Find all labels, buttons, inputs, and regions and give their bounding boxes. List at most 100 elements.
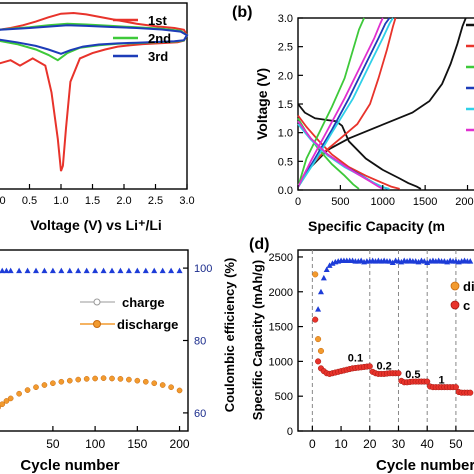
panel-c-legend-discharge-marker	[93, 320, 101, 328]
panel-c-discharge-point	[109, 375, 115, 382]
panel-d-charge-point	[312, 316, 319, 323]
panel-d-blue-triangle-point	[317, 288, 324, 295]
panel-d-y-tick-label: 1000	[269, 356, 293, 368]
panel-b-x-tick-label: 0	[295, 196, 301, 208]
panel-c-x-tick-label: 150	[127, 437, 147, 451]
panel-c-discharge-point	[134, 377, 141, 384]
panel-d-blue-triangle-point	[320, 274, 327, 281]
panel-c-efficiency-point	[134, 267, 141, 274]
panel-d-blue-triangle-point	[467, 258, 474, 264]
panel-a-x-tick-label: 0.0	[0, 195, 6, 207]
panel-d-discharge-point	[315, 336, 322, 343]
panel-d-rate-label: 1	[438, 375, 444, 387]
panel-a-x-tick-label: 1.5	[85, 195, 100, 207]
panel-b-charge-discharge-curves: 0 500 1000 1500 2000 0.0 0.5 1.0 1.5 2.0 2.5 3.0 (b…	[232, 4, 474, 234]
panel-d-blue-triangle-point	[326, 262, 333, 268]
panel-c-efficiency-point	[58, 267, 65, 274]
panel-a-legend-label-3: 3rd	[148, 49, 168, 64]
panel-c-discharge-point	[0, 405, 1, 410]
panel-c-efficiency-point	[109, 267, 115, 274]
panel-c-legend-charge-label: charge	[122, 295, 165, 310]
panel-b-y-tick-label: 1.0	[278, 128, 293, 140]
panel-b-curve-2	[297, 17, 467, 188]
panel-d-legend-discharge-marker	[450, 281, 460, 291]
panel-c-discharge-point	[24, 387, 31, 393]
panel-d-x-tick-label: 10	[334, 437, 348, 451]
panel-d-legend-charge-label: c	[463, 298, 470, 313]
panel-c-efficiency-point	[24, 267, 31, 274]
panel-a-series-3-line	[0, 24, 189, 55]
panel-b-y-axis-label: Voltage (V)	[254, 68, 270, 140]
panel-b-x-tick-label: 2000	[455, 196, 474, 208]
panel-d-y-tick-label: 0	[287, 426, 293, 438]
panel-c-efficiency-point	[7, 267, 14, 274]
panel-d-blue-triangle-point	[315, 306, 322, 312]
panel-d-y-tick-label: 1500	[269, 322, 293, 334]
panel-d-blue-triangle-point	[424, 259, 431, 266]
panel-c-discharge-point	[117, 376, 124, 382]
panel-c-discharge-point	[58, 378, 65, 385]
panel-b-curve-8	[297, 17, 391, 188]
panel-d-rate-label: 0.2	[376, 361, 391, 373]
panel-b-curve-12	[297, 17, 384, 188]
panel-c-legend: charge discharge	[80, 295, 178, 332]
panel-d-charge-point	[315, 358, 322, 365]
panel-d-letter: (d)	[249, 236, 269, 253]
panel-d-blue-triangle-point	[329, 260, 336, 266]
panel-c-efficiency-point	[168, 267, 175, 274]
panel-c-discharge-point	[126, 376, 132, 383]
panel-a-series-1-line	[0, 11, 189, 172]
panel-d-discharge-point	[312, 271, 319, 278]
panel-c-x-axis-label: Cycle number	[20, 457, 119, 474]
panel-c-efficiency-point	[66, 267, 73, 274]
panel-b-y-tick-label: 2.0	[278, 70, 293, 82]
panel-c-discharge-point	[92, 375, 98, 382]
panel-d-charge-point	[366, 363, 373, 370]
panel-c-discharge-point	[142, 378, 149, 385]
panel-c-discharge-point	[3, 398, 10, 404]
panel-d-frame	[297, 249, 474, 432]
panel-b-y-tick-label: 1.5	[278, 99, 293, 111]
panel-c-discharge-point	[168, 384, 174, 391]
panel-b-y-tick-label: 3.0	[278, 13, 293, 25]
panel-c-discharge-point	[100, 375, 107, 381]
panel-c-discharge-point	[66, 377, 73, 384]
panel-b-x-tick-label: 1000	[371, 196, 395, 208]
panel-d-discharge-point	[317, 347, 325, 354]
panel-d-y-tick-label: 500	[275, 391, 293, 403]
panel-c-efficiency-point	[142, 267, 149, 274]
panel-d-rate-label: 0.1	[348, 352, 363, 364]
panel-c-efficiency-point	[92, 267, 99, 274]
panel-d-legend: di c	[450, 279, 474, 313]
panel-c-discharge-point	[83, 376, 90, 382]
panel-b-curve-6	[297, 17, 365, 188]
panel-d-legend-charge-marker	[450, 300, 460, 310]
panel-c-efficiency-point	[176, 267, 183, 274]
panel-c-efficiency-point	[33, 267, 39, 274]
panel-c-discharge-point	[151, 380, 158, 387]
panel-d-blue-triangle-point	[389, 259, 396, 266]
panel-d-x-tick-label: 30	[392, 437, 406, 451]
panel-c-efficiency-point	[16, 267, 23, 274]
panel-d-blue-triangle-point	[415, 258, 422, 265]
panel-a-x-tick-label: 2.5	[148, 195, 163, 207]
panel-b-curve-3	[297, 114, 400, 190]
panel-d-rate-label: 0.5	[405, 369, 420, 381]
panel-d-x-tick-label: 40	[421, 437, 435, 451]
panel-d-y-axis-label: Specific Capacity (mAh/g)	[250, 260, 265, 420]
panel-c-discharge-point	[16, 390, 22, 397]
panel-b-x-axis-label: Specific Capacity (m	[308, 218, 445, 234]
panel-a-x-tick-label: 0.5	[22, 195, 37, 207]
panel-d-legend-discharge-label: di	[463, 279, 474, 294]
panel-b-x-tick-label: 500	[331, 196, 349, 208]
panel-b-curve-10	[297, 17, 394, 188]
panel-a-x-tick-label: 1.0	[53, 195, 68, 207]
panel-d-charge-point	[452, 384, 459, 391]
panel-c-efficiency-point	[117, 267, 124, 274]
panel-c-discharge-point	[7, 395, 14, 402]
panel-b-legend-stub	[466, 23, 474, 132]
panel-b-frame	[297, 17, 474, 191]
panel-c-discharge-point	[41, 382, 48, 388]
panel-c-right-axis-label: Coulombic efficiency (%)	[222, 258, 237, 413]
